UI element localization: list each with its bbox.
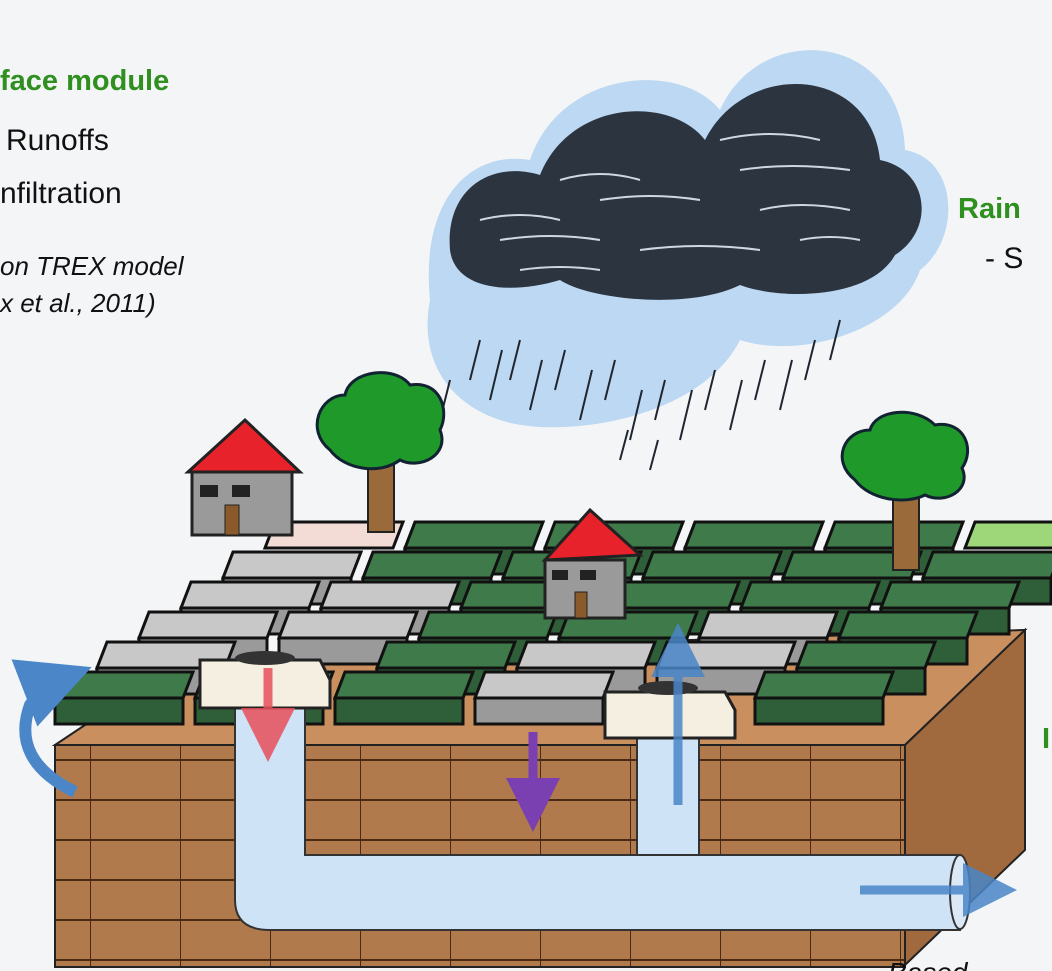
footer-note: Based — [888, 957, 969, 971]
tree — [317, 373, 444, 532]
tile — [139, 612, 277, 638]
module-item: Runoffs — [6, 124, 109, 157]
tile — [335, 672, 473, 698]
tile — [475, 698, 603, 724]
module-item: nfiltration — [0, 177, 122, 210]
tile — [881, 582, 1019, 608]
rain-title: Rain — [958, 193, 1021, 225]
tile — [797, 642, 935, 668]
tile — [377, 642, 515, 668]
module-title: face module — [0, 65, 169, 97]
tile — [839, 612, 977, 638]
illustration — [25, 50, 1052, 967]
tile — [181, 582, 319, 608]
tile — [755, 698, 883, 724]
module-note: on TREX model — [0, 251, 185, 281]
diagram: face module Runoffs nfiltration on TREX … — [0, 0, 1052, 971]
tile — [475, 672, 613, 698]
tile — [685, 522, 823, 548]
tile — [965, 522, 1052, 548]
module-note: x et al., 2011) — [0, 288, 156, 318]
tile — [699, 612, 837, 638]
lower-title: I — [1042, 723, 1050, 755]
inlet — [605, 692, 735, 738]
tile — [643, 552, 781, 578]
tile — [923, 552, 1052, 578]
tile — [335, 698, 463, 724]
inlet-grate — [235, 651, 295, 665]
house — [188, 420, 300, 535]
inlet-grate — [638, 681, 698, 695]
tile — [419, 612, 557, 638]
tile — [55, 672, 193, 698]
tile — [363, 552, 501, 578]
tile — [55, 698, 183, 724]
tile — [223, 552, 361, 578]
tile — [741, 582, 879, 608]
rain-item: - S — [985, 242, 1023, 275]
tile — [405, 522, 543, 548]
tile — [279, 612, 417, 638]
tile — [755, 672, 893, 698]
tile — [321, 582, 459, 608]
tile — [517, 642, 655, 668]
